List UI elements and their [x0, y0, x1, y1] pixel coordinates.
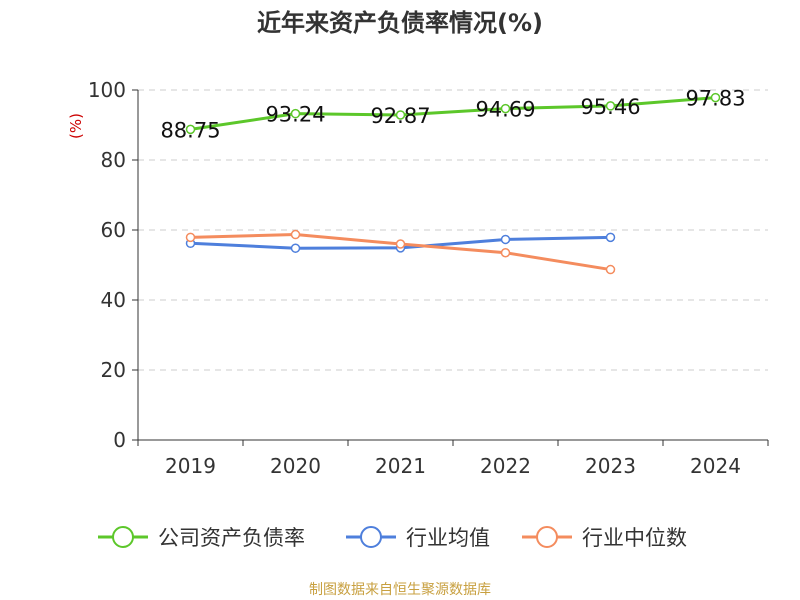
- legend-marker: [536, 526, 558, 548]
- x-tick-label: 2019: [165, 454, 216, 478]
- series-point-0[interactable]: [605, 101, 616, 111]
- series-point-0[interactable]: [395, 110, 406, 120]
- series-point-2[interactable]: [185, 232, 196, 243]
- grid-layer: [138, 89, 768, 371]
- series-point-1[interactable]: [290, 243, 301, 253]
- data-label: 93.24: [265, 103, 325, 127]
- legend-item-2[interactable]: 行业中位数: [522, 526, 687, 550]
- y-tick-label: 0: [113, 428, 126, 452]
- series-point-2[interactable]: [290, 229, 301, 240]
- y-axis-unit-label: (%): [67, 113, 85, 139]
- legend-label: 行业均值: [406, 526, 490, 550]
- y-tick-label: 20: [101, 358, 126, 382]
- y-tick-label: 40: [101, 288, 126, 312]
- series-point-1[interactable]: [500, 234, 511, 245]
- legend-label: 行业中位数: [582, 526, 687, 550]
- axes: 0 20 40 60 80 100 2019 2020 2021 2022 2023 2024 (%): [67, 78, 769, 478]
- chart-title: 近年来资产负债率情况(%): [257, 9, 543, 37]
- x-tick-label: 2021: [375, 454, 426, 478]
- y-tick-label: 60: [101, 218, 126, 242]
- legend[interactable]: 公司资产负债率 行业均值 行业中位数: [98, 526, 687, 550]
- x-tick-label: 2023: [585, 454, 636, 478]
- series-point-0[interactable]: [185, 124, 196, 135]
- data-label: 94.69: [475, 98, 535, 122]
- series-point-2[interactable]: [395, 239, 406, 249]
- x-tick-label: 2024: [690, 454, 741, 478]
- legend-marker: [112, 526, 134, 548]
- data-label: 88.75: [160, 118, 220, 142]
- series-point-2[interactable]: [500, 248, 511, 258]
- y-tick-label: 80: [101, 148, 126, 172]
- series-point-0[interactable]: [500, 103, 511, 114]
- x-tick-label: 2022: [480, 454, 531, 478]
- series-layer: [185, 92, 721, 275]
- series-point-1[interactable]: [605, 232, 616, 243]
- series-line-0: [189, 96, 717, 131]
- legend-item-1[interactable]: 行业均值: [346, 526, 490, 550]
- legend-marker: [360, 526, 382, 548]
- source-note: 制图数据来自恒生聚源数据库: [309, 582, 491, 598]
- series-point-0[interactable]: [710, 92, 721, 103]
- data-label: 95.46: [580, 95, 640, 119]
- series-point-0[interactable]: [290, 108, 301, 119]
- legend-label: 公司资产负债率: [158, 526, 305, 550]
- y-tick-label: 100: [88, 78, 126, 102]
- data-labels: 88.75 93.24 92.87 94.69 95.46 97.83: [160, 87, 745, 143]
- data-label: 92.87: [370, 104, 430, 128]
- legend-item-0[interactable]: 公司资产负债率: [98, 526, 305, 550]
- data-label: 97.83: [685, 87, 745, 111]
- series-point-2[interactable]: [605, 264, 616, 275]
- x-tick-label: 2020: [270, 454, 321, 478]
